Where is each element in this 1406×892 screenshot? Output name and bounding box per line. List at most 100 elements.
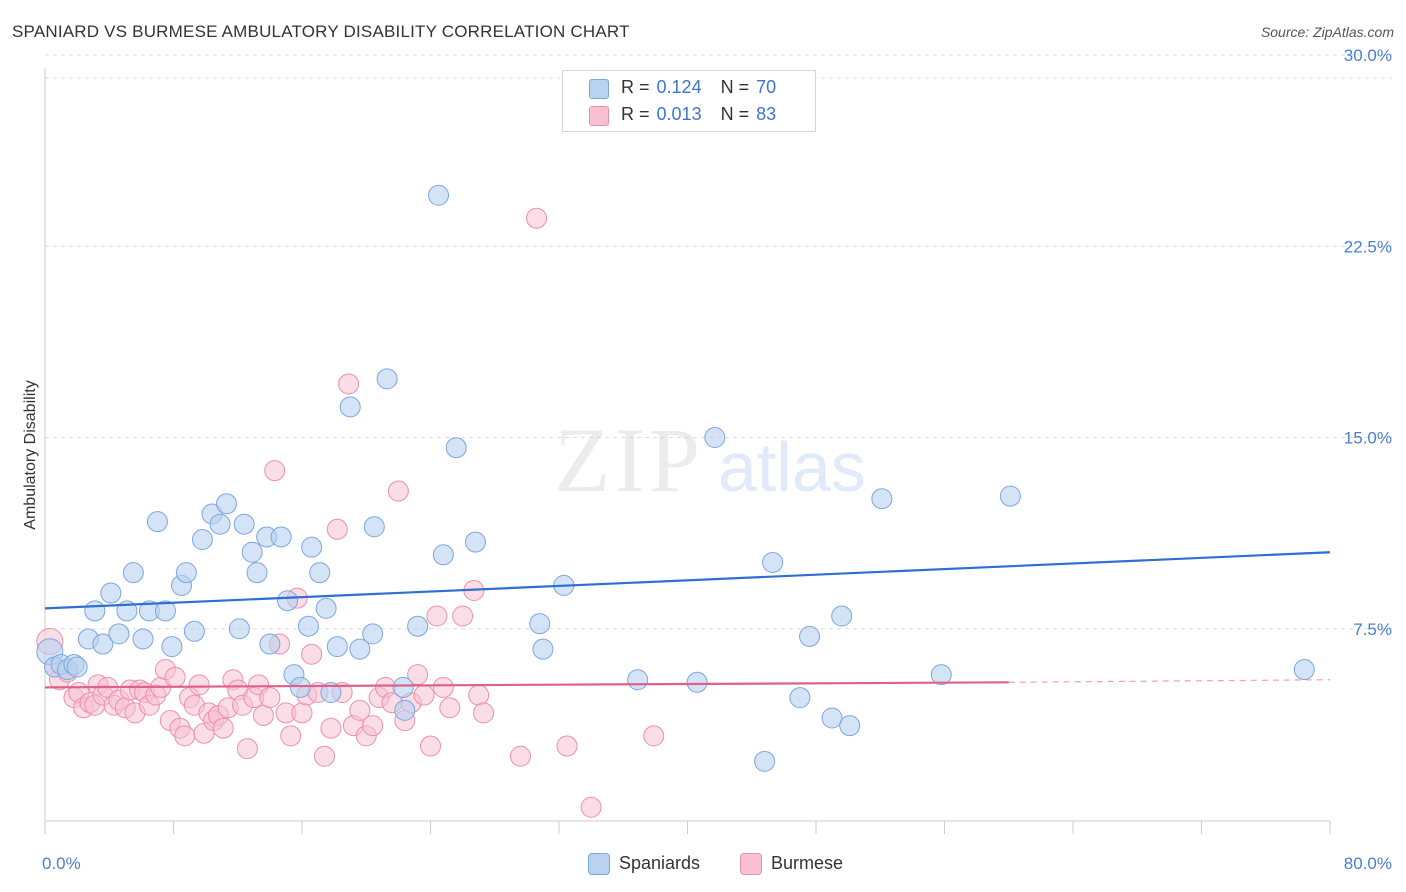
spaniards-point — [686, 671, 708, 693]
axes — [44, 68, 1331, 834]
bottom-legend-label: Spaniards — [619, 853, 701, 873]
burmese-point — [301, 643, 323, 665]
x-tick-label: 80.0% — [1344, 854, 1392, 873]
grid-lines — [45, 54, 1392, 630]
spaniards-point — [349, 638, 371, 660]
burmese-trend-line — [44, 681, 1009, 689]
spaniards-point — [270, 526, 292, 548]
trend-lines — [44, 551, 1331, 689]
watermark: ZIP atlas — [554, 409, 866, 511]
watermark-atlas: atlas — [718, 428, 866, 506]
burmese-point — [252, 704, 274, 726]
x-tick-label: 0.0% — [42, 854, 81, 873]
spaniards-point — [821, 707, 843, 729]
spaniards-point — [297, 615, 319, 637]
burmese-point — [473, 702, 495, 724]
tick-labels: 7.5% 15.0% 22.5% 30.0% 0.0% 80.0% — [42, 46, 1392, 873]
spaniards-point — [704, 427, 726, 448]
spaniards-point — [259, 633, 281, 655]
burmese-point — [580, 796, 602, 818]
burmese-point — [259, 687, 281, 709]
burmese-point — [326, 518, 348, 540]
legend-swatch-spaniards — [589, 79, 609, 99]
spaniards-point — [233, 513, 255, 535]
spaniards-point — [183, 620, 205, 642]
legend-r-label: R = — [621, 77, 650, 97]
spaniards-point — [191, 529, 213, 550]
spaniards-point — [407, 615, 429, 637]
spaniards-points — [36, 184, 1315, 772]
spaniards-point — [831, 605, 853, 627]
burmese-point — [188, 674, 210, 696]
spaniards-point — [108, 623, 130, 645]
burmese-point — [291, 702, 313, 724]
legend-n-label: N = — [720, 104, 750, 124]
spaniards-point — [799, 625, 821, 647]
burmese-trend-extension — [1008, 679, 1331, 683]
bottom-legend-swatch-burmese — [740, 853, 762, 875]
watermark-zip: ZIP — [554, 409, 704, 511]
spaniards-point — [228, 618, 250, 640]
burmese-point — [387, 480, 409, 502]
burmese-point — [212, 717, 234, 739]
y-tick-label: 7.5% — [1353, 620, 1392, 639]
spaniards-point — [362, 623, 384, 645]
burmese-point — [420, 735, 441, 757]
spaniards-point — [100, 582, 122, 604]
y-tick-label: 15.0% — [1344, 429, 1392, 448]
burmese-point — [280, 725, 302, 747]
legend-n-value: 70 — [756, 77, 777, 97]
spaniards-point — [376, 368, 398, 390]
burmese-point — [413, 684, 435, 706]
burmese-point — [349, 699, 371, 721]
legend-n-label: N = — [720, 77, 750, 97]
spaniards-point — [216, 493, 238, 515]
spaniards-point — [146, 511, 168, 533]
spaniards-point — [762, 551, 784, 573]
spaniards-point — [92, 633, 114, 655]
source-credit: Source: ZipAtlas.com — [1260, 24, 1394, 40]
burmese-points — [36, 207, 665, 818]
spaniards-point — [464, 531, 486, 553]
burmese-point — [236, 738, 258, 760]
legend-r-value: 0.013 — [656, 104, 702, 124]
spaniards-point — [529, 613, 551, 635]
spaniards-point — [154, 600, 176, 622]
spaniards-point — [445, 437, 467, 459]
spaniards-point — [84, 600, 106, 622]
bottom-legend-label: Burmese — [771, 853, 844, 873]
spaniards-point — [132, 628, 154, 650]
spaniards-point — [428, 184, 450, 206]
burmese-point — [264, 460, 286, 482]
spaniards-point — [122, 562, 144, 584]
y-tick-label: 30.0% — [1344, 46, 1392, 65]
burmese-point — [338, 373, 360, 395]
burmese-point — [468, 684, 490, 706]
burmese-point — [432, 676, 454, 698]
burmese-point — [452, 605, 474, 627]
legend-r-value: 0.124 — [656, 77, 702, 97]
spaniards-point — [392, 676, 414, 698]
burmese-point — [509, 745, 531, 767]
y-tick-label: 22.5% — [1344, 237, 1392, 256]
spaniards-point — [246, 562, 268, 584]
spaniards-point — [326, 636, 348, 658]
legend-box: R = 0.124 N = 70 R = 0.013 N = 83 — [562, 70, 816, 132]
legend-r-label: R = — [621, 104, 650, 124]
legend-n-value: 83 — [756, 104, 777, 124]
spaniards-point — [363, 516, 385, 538]
chart-title: SPANIARD VS BURMESE AMBULATORY DISABILIT… — [12, 22, 630, 41]
spaniards-point — [627, 669, 649, 691]
spaniards-point — [789, 687, 811, 709]
spaniards-point — [209, 513, 231, 535]
burmese-point — [174, 725, 196, 747]
spaniards-point — [339, 396, 361, 418]
spaniards-point — [999, 485, 1021, 507]
burmese-point — [320, 717, 342, 739]
legend-swatch-burmese — [589, 106, 609, 126]
burmese-point — [526, 207, 548, 229]
spaniards-point — [66, 656, 88, 678]
burmese-point — [164, 666, 186, 688]
spaniards-point — [532, 638, 554, 660]
